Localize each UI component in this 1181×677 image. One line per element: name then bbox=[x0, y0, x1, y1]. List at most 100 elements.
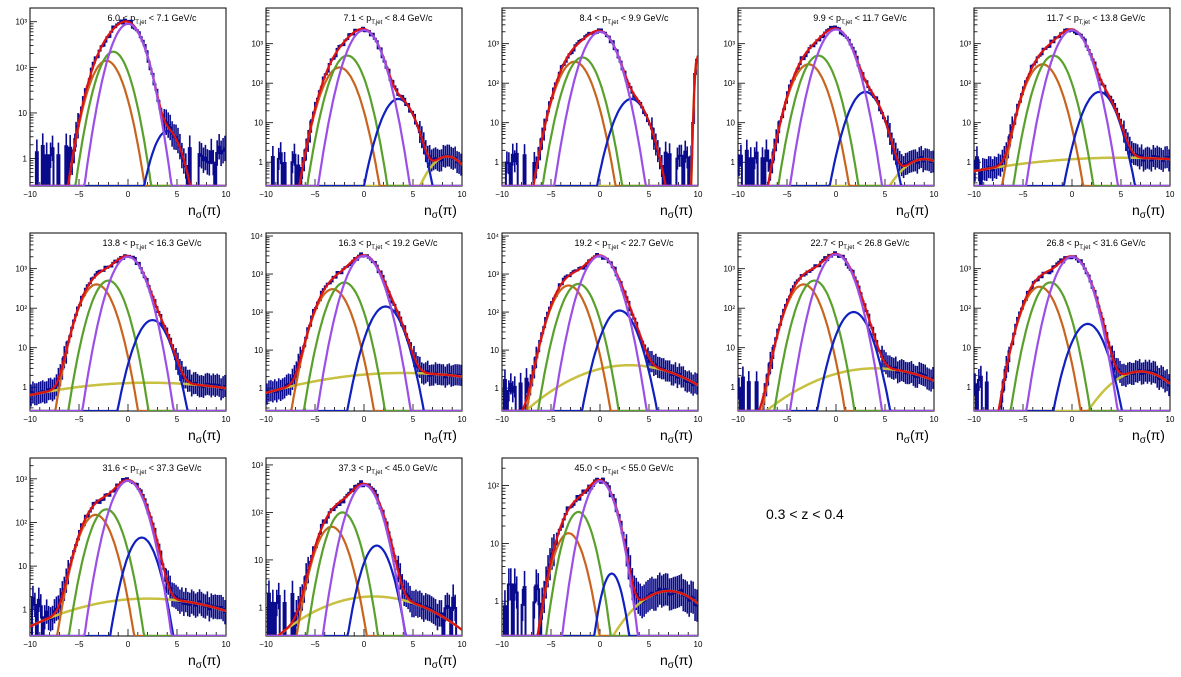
y-tick-label: 1 bbox=[495, 384, 500, 393]
x-tick-label: −5 bbox=[1018, 415, 1028, 424]
panel-title: 19.2 < pT,jet < 22.7 GeV/c bbox=[574, 238, 674, 251]
y-tick-label: 10 bbox=[18, 344, 27, 353]
electron-fit-curve bbox=[266, 97, 462, 186]
panel-title: 6.0 < pT,jet < 7.1 GeV/c bbox=[107, 13, 197, 26]
x-tick-label: −10 bbox=[495, 640, 509, 649]
pion-fit-curve bbox=[266, 254, 462, 411]
y-tick-label: 1 bbox=[259, 384, 264, 393]
panel-title: 45.0 < pT,jet < 55.0 GeV/c bbox=[574, 463, 674, 476]
x-tick-label: −5 bbox=[782, 190, 792, 199]
chart-panel: −10 −5 0 5 10 1 10 10² 10³ 37.3 < pT,jet < 45.0 G… bbox=[236, 450, 472, 675]
electron-fit-curve bbox=[30, 536, 226, 636]
kaon-fit-curve bbox=[738, 279, 934, 411]
y-tick-label: 10² bbox=[251, 508, 263, 517]
plot-area bbox=[502, 253, 698, 411]
x-axis-label: nσ(π) bbox=[1132, 427, 1165, 446]
panel-title: 31.6 < pT,jet < 37.3 GeV/c bbox=[102, 463, 202, 476]
plot-area bbox=[974, 255, 1170, 411]
plot-area bbox=[30, 18, 226, 186]
x-tick-label: −10 bbox=[259, 640, 273, 649]
y-tick-label: 10² bbox=[15, 518, 27, 527]
x-tick-label: −5 bbox=[546, 640, 556, 649]
y-tick-label: 10³ bbox=[487, 270, 499, 279]
y-tick-label: 10³ bbox=[723, 265, 735, 274]
x-tick-label: 0 bbox=[834, 415, 839, 424]
y-tick-label: 1 bbox=[259, 158, 264, 167]
y-tick-label: 10 bbox=[254, 346, 263, 355]
y-tick-label: 1 bbox=[23, 606, 28, 615]
proton-fit-curve bbox=[30, 59, 226, 186]
proton-fit-curve bbox=[738, 283, 934, 411]
y-tick-label: 1 bbox=[731, 383, 736, 392]
x-tick-label: 5 bbox=[411, 415, 416, 424]
kaon-fit-curve bbox=[266, 54, 462, 186]
x-tick-label: 0 bbox=[1070, 415, 1075, 424]
x-tick-label: 5 bbox=[1119, 415, 1124, 424]
pion-fit-curve bbox=[974, 29, 1170, 186]
electron-fit-curve bbox=[974, 322, 1170, 411]
y-tick-label: 1 bbox=[23, 155, 28, 164]
x-tick-label: −5 bbox=[310, 415, 320, 424]
pion-fit-curve bbox=[974, 255, 1170, 411]
x-axis-label: nσ(π) bbox=[424, 202, 457, 221]
x-tick-label: −5 bbox=[310, 640, 320, 649]
plot-area bbox=[30, 254, 226, 411]
chart-svg: −10 −5 0 5 10 1 10 10² 10³ 6.0 < pT,jet < 7.1 GeV… bbox=[15, 7, 231, 221]
electron-fit-curve bbox=[974, 90, 1170, 186]
x-tick-label: 5 bbox=[647, 190, 652, 199]
x-axis-label: nσ(π) bbox=[1132, 202, 1165, 221]
plot-area bbox=[266, 480, 462, 636]
x-tick-label: 5 bbox=[1119, 190, 1124, 199]
y-tick-label: 1 bbox=[495, 158, 500, 167]
plot-area bbox=[974, 28, 1170, 186]
x-tick-label: −10 bbox=[259, 415, 273, 424]
kaon-fit-curve bbox=[30, 50, 226, 186]
plot-area bbox=[502, 477, 698, 636]
x-tick-label: 10 bbox=[694, 415, 703, 424]
chart-svg: −10 −5 0 5 10 1 10 10² 10³ 7.1 < pT,jet < 8.4 GeV… bbox=[251, 7, 467, 221]
chart-panel: −10 −5 0 5 10 1 10 10² 10³ 26.8 < pT,jet < 31.6 G… bbox=[944, 225, 1180, 450]
kaon-fit-curve bbox=[266, 281, 462, 411]
chart-panel: −10 −5 0 5 10 1 10 10² 45.0 < pT,jet < 55.0 GeV/… bbox=[472, 450, 708, 675]
y-tick-label: 10³ bbox=[959, 40, 971, 49]
panel-title: 11.7 < pT,jet < 13.8 GeV/c bbox=[1047, 13, 1146, 26]
x-tick-label: 5 bbox=[647, 415, 652, 424]
total-fit-curve bbox=[974, 255, 1170, 411]
panel-title: 9.9 < pT,jet < 11.7 GeV/c bbox=[813, 13, 907, 26]
plot-area bbox=[738, 25, 934, 186]
y-tick-label: 10 bbox=[254, 119, 263, 128]
x-tick-label: −10 bbox=[23, 190, 37, 199]
x-tick-label: 5 bbox=[411, 190, 416, 199]
kaon-fit-curve bbox=[738, 54, 934, 186]
x-tick-label: −10 bbox=[967, 190, 981, 199]
y-tick-label: 10⁴ bbox=[251, 232, 264, 241]
electron-fit-curve bbox=[502, 309, 698, 411]
plot-area bbox=[266, 26, 462, 186]
chart-svg: −10 −5 0 5 10 1 10 10² 10³ 26.8 < pT,jet < 31.6 G… bbox=[959, 232, 1175, 446]
chart-panel: −10 −5 0 5 10 1 10 10² 10³ 9.9 < pT,jet < 11.7 Ge… bbox=[708, 0, 944, 225]
x-tick-label: 10 bbox=[458, 190, 467, 199]
y-tick-label: 10³ bbox=[251, 270, 263, 279]
plot-area bbox=[738, 251, 934, 411]
y-tick-label: 10 bbox=[18, 109, 27, 118]
pion-fit-curve bbox=[502, 30, 698, 186]
x-tick-label: 0 bbox=[362, 415, 367, 424]
x-tick-label: 5 bbox=[175, 190, 180, 199]
total-fit-curve bbox=[266, 27, 462, 186]
x-tick-label: 10 bbox=[458, 640, 467, 649]
pion-fit-curve bbox=[738, 28, 934, 186]
plot-area bbox=[502, 28, 698, 186]
y-tick-label: 10³ bbox=[15, 265, 27, 274]
electron-fit-curve bbox=[266, 305, 462, 411]
y-tick-label: 10² bbox=[251, 79, 263, 88]
x-tick-label: 10 bbox=[930, 415, 939, 424]
x-tick-label: 10 bbox=[930, 190, 939, 199]
proton-fit-curve bbox=[502, 284, 698, 411]
chart-panel: −10 −5 0 5 10 1 10 10² 10³ 10⁴ 19.2 < pT,jet < 22.… bbox=[472, 225, 708, 450]
y-tick-label: 1 bbox=[495, 597, 500, 606]
y-tick-label: 1 bbox=[731, 158, 736, 167]
y-tick-label: 10² bbox=[15, 63, 27, 72]
z-range-label: 0.3 < z < 0.4 bbox=[766, 506, 844, 522]
panel-title: 16.3 < pT,jet < 19.2 GeV/c bbox=[338, 238, 438, 251]
chart-svg: −10 −5 0 5 10 1 10 10² 10³ 22.7 < pT,jet < 26.8 G… bbox=[723, 232, 939, 446]
